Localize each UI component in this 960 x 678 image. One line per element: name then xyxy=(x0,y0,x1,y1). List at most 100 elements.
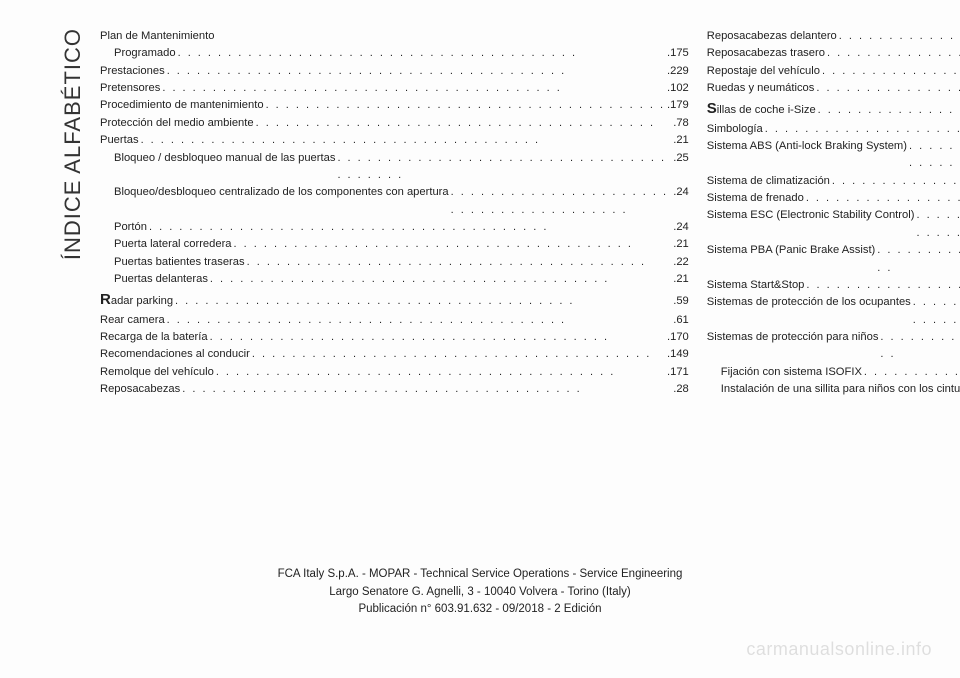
entry-label: Reposacabezas trasero xyxy=(707,45,825,62)
leader-dots xyxy=(862,364,960,381)
entry-page: .78 xyxy=(673,115,689,132)
index-entry: Sillas de coche i-Size.123 xyxy=(707,97,960,120)
index-entry: Puerta lateral corredera .21 xyxy=(100,236,689,253)
watermark: carmanualsonline.info xyxy=(746,639,932,660)
entry-label: Sistema ESC (Electronic Stability Contro… xyxy=(707,207,915,224)
leader-dots xyxy=(139,132,674,149)
entry-label: Ruedas y neumáticos xyxy=(707,80,815,97)
leader-dots xyxy=(165,312,674,329)
entry-label: Puerta lateral corredera xyxy=(114,236,232,253)
index-entry: Sistema Start&Stop.33 xyxy=(707,277,960,294)
index-entry: Repostaje del vehículo.44 xyxy=(707,63,960,80)
entry-page: .24 xyxy=(673,219,689,236)
entry-label: Recarga de la batería xyxy=(100,329,208,346)
index-entry: Sistema PBA (Panic Brake Assist).136 xyxy=(707,242,960,277)
index-column: Reposacabezas delantero.28Reposacabezas … xyxy=(707,28,960,548)
index-entry: Sistema ABS (Anti-lock Braking System).1… xyxy=(707,138,960,173)
index-entry: Instalación de una sillita para niños co… xyxy=(707,381,960,416)
leader-dots xyxy=(180,381,673,398)
index-entry: Plan de Mantenimiento xyxy=(100,28,689,45)
index-entry: Remolque del vehículo.171 xyxy=(100,364,689,381)
section-letter: R xyxy=(100,291,111,308)
index-entry: Reposacabezas trasero.28 xyxy=(707,45,960,62)
index-entry: Recomendaciones al conducir.149 xyxy=(100,346,689,363)
entry-label: Pretensores xyxy=(100,80,160,97)
entry-page: .149 xyxy=(667,346,689,363)
leader-dots xyxy=(804,277,960,294)
entry-label: Sistemas de protección para niños xyxy=(707,329,879,346)
leader-dots xyxy=(830,173,960,190)
leader-dots xyxy=(911,294,960,329)
entry-label: Reposacabezas delantero xyxy=(707,28,837,45)
footer-line: FCA Italy S.p.A. - MOPAR - Technical Ser… xyxy=(0,566,960,583)
entry-label: Reposacabezas xyxy=(100,381,180,398)
index-entry: Simbología.4 xyxy=(707,121,960,138)
section-title: ÍNDICE ALFABÉTICO xyxy=(60,28,86,260)
entry-label: Programado xyxy=(114,45,176,62)
leader-dots xyxy=(804,190,960,207)
entry-page: .175 xyxy=(667,45,689,62)
index-entry: Sistema ESC (Electronic Stability Contro… xyxy=(707,207,960,242)
index-entry: Recarga de la batería.170 xyxy=(100,329,689,346)
index-entry: Reposacabezas delantero.28 xyxy=(707,28,960,45)
index-entry: Prestaciones .229 xyxy=(100,63,689,80)
publication-footer: FCA Italy S.p.A. - MOPAR - Technical Ser… xyxy=(0,566,960,618)
index-column: Plan de MantenimientoProgramado.175Prest… xyxy=(100,28,689,548)
leader-dots xyxy=(907,138,960,173)
index-entry: Pretensores.102 xyxy=(100,80,689,97)
leader-dots xyxy=(176,45,667,62)
index-columns: Plan de MantenimientoProgramado.175Prest… xyxy=(100,28,906,548)
leader-dots xyxy=(232,236,674,253)
entry-label: Sillas de coche i-Size xyxy=(707,97,816,120)
entry-page: .171 xyxy=(667,364,689,381)
entry-label: Rear camera xyxy=(100,312,165,329)
entry-label: Puertas batientes traseras xyxy=(114,254,245,271)
entry-label: Fijación con sistema ISOFIX xyxy=(721,364,862,381)
leader-dots xyxy=(820,63,960,80)
index-entry: Sistema de climatización.225 xyxy=(707,173,960,190)
leader-dots xyxy=(165,63,667,80)
entry-label: Sistema ABS (Anti-lock Braking System) xyxy=(707,138,907,155)
entry-label: Puertas delanteras xyxy=(114,271,208,288)
entry-page: .21 xyxy=(673,236,689,253)
entry-label: Portón xyxy=(114,219,147,236)
leader-dots xyxy=(875,242,960,277)
entry-page: .21 xyxy=(673,271,689,288)
leader-dots xyxy=(160,80,667,97)
entry-label: Plan de Mantenimiento xyxy=(100,28,214,45)
entry-label: Sistemas de protección de los ocupantes xyxy=(707,294,911,311)
entry-page: .21 xyxy=(673,132,689,149)
index-entry: Puertas batientes traseras .22 xyxy=(100,254,689,271)
entry-label: Sistema de frenado xyxy=(707,190,804,207)
entry-page: .25 xyxy=(673,150,689,167)
index-entry: Reposacabezas .28 xyxy=(100,381,689,398)
entry-label: Prestaciones xyxy=(100,63,165,80)
leader-dots xyxy=(914,207,960,242)
index-entry: Fijación con sistema ISOFIX.122 xyxy=(707,364,960,381)
leader-dots xyxy=(214,364,667,381)
footer-line: Publicación n° 603.91.632 - 09/2018 - 2 … xyxy=(0,601,960,618)
entry-label: Radar parking xyxy=(100,288,173,311)
entry-page: .22 xyxy=(673,254,689,271)
leader-dots xyxy=(208,271,673,288)
section-letter: S xyxy=(707,100,717,117)
entry-page: .59 xyxy=(673,293,689,310)
entry-page: .229 xyxy=(667,63,689,80)
entry-page: .28 xyxy=(673,381,689,398)
footer-line: Largo Senatore G. Agnelli, 3 - 10040 Vol… xyxy=(0,584,960,601)
index-entry: Bloqueo / desbloqueo manual de las puert… xyxy=(100,150,689,185)
index-entry: Programado .175 xyxy=(100,45,689,62)
entry-label: Bloqueo / desbloqueo manual de las puert… xyxy=(114,150,335,167)
leader-dots xyxy=(763,121,960,138)
leader-dots xyxy=(878,329,960,364)
entry-label: Protección del medio ambiente xyxy=(100,115,254,132)
entry-label: Sistema Start&Stop xyxy=(707,277,805,294)
leader-dots xyxy=(173,293,673,310)
index-entry: Sistemas de protección para niños.107 xyxy=(707,329,960,364)
leader-dots xyxy=(816,102,960,119)
index-entry: Puertas.21 xyxy=(100,132,689,149)
leader-dots xyxy=(825,45,960,62)
leader-dots xyxy=(814,80,960,97)
leader-dots xyxy=(250,346,667,363)
index-entry: Ruedas y neumáticos.185 xyxy=(707,80,960,97)
